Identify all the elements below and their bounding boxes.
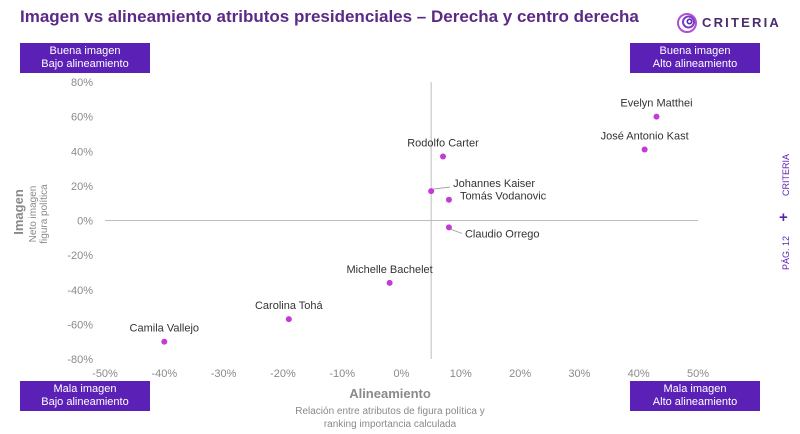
quadrant-line: Buena imagen [49, 45, 121, 57]
x-tick-label: -30% [211, 368, 237, 380]
side-brand: CRITERIA + PÁG. 12 [777, 154, 799, 280]
x-tick-label: 30% [568, 368, 590, 380]
x-tick-label: 20% [509, 368, 531, 380]
data-point [445, 224, 452, 231]
x-axis-title: Alineamiento [349, 386, 431, 401]
y-tick-label: 60% [71, 112, 93, 124]
y-tick-label: -60% [67, 319, 93, 331]
x-tick-label: -10% [329, 368, 355, 380]
x-axis-subtitle: ranking importancia calculada [324, 419, 457, 430]
criteria-swirl-icon [677, 13, 697, 33]
side-brand-text: CRITERIA [781, 153, 791, 196]
data-label: Johannes Kaiser [453, 178, 535, 190]
quadrant-line: Mala imagen [663, 383, 727, 395]
data-label: Evelyn Matthei [620, 98, 692, 110]
quadrant-line: Alto alineamiento [652, 58, 738, 70]
quadrant-label-top-left: Buena imagen Bajo alineamiento [20, 43, 150, 73]
y-axis-title: Imagen [11, 189, 26, 235]
quadrant-line: Mala imagen [53, 383, 117, 395]
x-tick-label: 50% [687, 368, 709, 380]
quadrant-label-top-right: Buena imagen Alto alineamiento [630, 43, 760, 73]
quadrant-line: Bajo alineamiento [41, 396, 129, 408]
data-label: Carolina Tohá [255, 300, 324, 312]
logo-text: CRITERIA [702, 15, 781, 30]
data-point [653, 113, 660, 120]
data-point [641, 146, 648, 153]
x-tick-label: -50% [92, 368, 118, 380]
y-tick-label: -20% [67, 250, 93, 262]
page-number: PÁG. 12 [781, 235, 791, 270]
data-label: Camila Vallejo [130, 323, 200, 335]
x-axis-subtitle: Relación entre atributos de figura polít… [295, 406, 485, 417]
y-tick-label: 40% [71, 146, 93, 158]
x-tick-label: 40% [628, 368, 650, 380]
y-tick-label: 0% [77, 216, 93, 228]
y-axis-subtitle: figura política [39, 184, 50, 244]
leader-line [450, 229, 463, 234]
data-point [161, 338, 168, 345]
data-label: Tomás Vodanovic [460, 191, 547, 203]
plus-icon: + [779, 209, 788, 226]
quadrant-line: Alto alineamiento [652, 396, 738, 408]
x-tick-label: 0% [394, 368, 410, 380]
quadrant-label-bottom-left: Mala imagen Bajo alineamiento [20, 381, 150, 411]
x-tick-label: 10% [450, 368, 472, 380]
quadrant-line: Bajo alineamiento [41, 58, 129, 70]
quadrant-label-bottom-right: Mala imagen Alto alineamiento [630, 381, 760, 411]
x-tick-label: -40% [151, 368, 177, 380]
data-point [440, 153, 447, 160]
leader-line [433, 186, 451, 190]
x-tick-label: -20% [270, 368, 296, 380]
data-label: Rodolfo Carter [407, 137, 479, 149]
data-label: Claudio Orrego [465, 228, 540, 240]
y-tick-label: 20% [71, 181, 93, 193]
criteria-logo: CRITERIA [676, 12, 788, 36]
data-point [285, 316, 292, 323]
data-point [445, 196, 452, 203]
y-tick-label: -80% [67, 354, 93, 366]
page-title: Imagen vs alineamiento atributos preside… [20, 7, 639, 26]
quadrant-line: Buena imagen [659, 45, 731, 57]
y-tick-label: -40% [67, 285, 93, 297]
data-point [428, 188, 435, 195]
y-axis-subtitle: Neto imagen [28, 186, 39, 243]
data-label: José Antonio Kast [601, 131, 689, 143]
data-point [386, 279, 393, 286]
y-tick-label: 80% [71, 77, 93, 89]
data-label: Michelle Bachelet [347, 264, 433, 276]
